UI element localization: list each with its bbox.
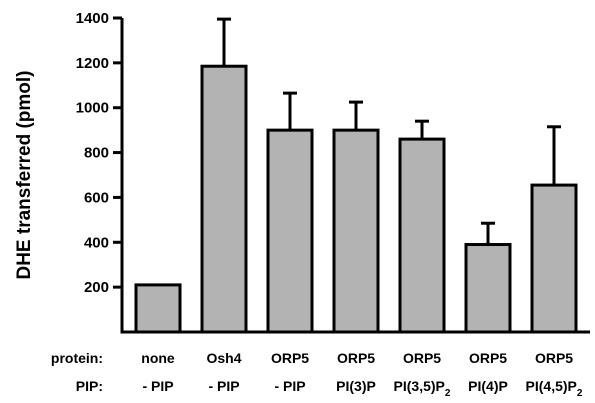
bar [200,64,248,334]
y-axis-title: DHE transferred (pmol) [14,70,35,279]
pip-label-subscript: 2 [445,388,451,399]
category-pip-label: - PIP [142,378,173,394]
pip-label-main: PI(4,5)P [526,378,577,394]
y-tick-label: 1200 [76,55,109,72]
y-tick-label: 400 [84,234,109,251]
pip-label-main: PI(3)P [336,378,376,394]
category-protein-label: ORP5 [403,350,441,366]
category-protein-label: ORP5 [271,350,309,366]
category-pip-label: PI(3)P [336,378,376,394]
category-protein-label: ORP5 [469,350,507,366]
bar [332,128,380,334]
y-tick-label: 200 [84,279,109,296]
pip-label-subscript: 2 [577,388,583,399]
category-pip-label: - PIP [208,378,239,394]
category-protein-label: none [141,350,175,366]
bar [530,183,578,334]
category-pip-label: PI(3,5)P2 [394,378,451,399]
labels-layer: protein: PIP: none - PIP Osh4 - PIP ORP5 - PIP O… [51,350,583,399]
axes-layer: 200 400 600 800 1000 1200 1400 [76,10,590,334]
category-pip-label: PI(4,5)P2 [526,378,583,399]
category-protein-label: ORP5 [337,350,375,366]
pip-label-main: - PIP [274,378,305,394]
bar [398,137,446,334]
pip-label-main: PI(3,5)P [394,378,445,394]
category-pip-label: - PIP [274,378,305,394]
bar [134,283,182,334]
category-protein-label: Osh4 [206,350,241,366]
pip-label-main: PI(4)P [468,378,508,394]
bars-layer [134,17,578,334]
category-pip-label: PI(4)P [468,378,508,394]
y-tick-label: 1400 [76,10,109,27]
pip-label-main: - PIP [208,378,239,394]
bar [464,243,512,334]
pip-label-main: - PIP [142,378,173,394]
bar [266,128,314,334]
y-tick-label: 800 [84,145,109,162]
y-tick-label: 600 [84,189,109,206]
y-tick-label: 1000 [76,100,109,117]
row-label-pip: PIP: [76,378,103,394]
row-label-protein: protein: [51,350,103,366]
category-protein-label: ORP5 [535,350,573,366]
